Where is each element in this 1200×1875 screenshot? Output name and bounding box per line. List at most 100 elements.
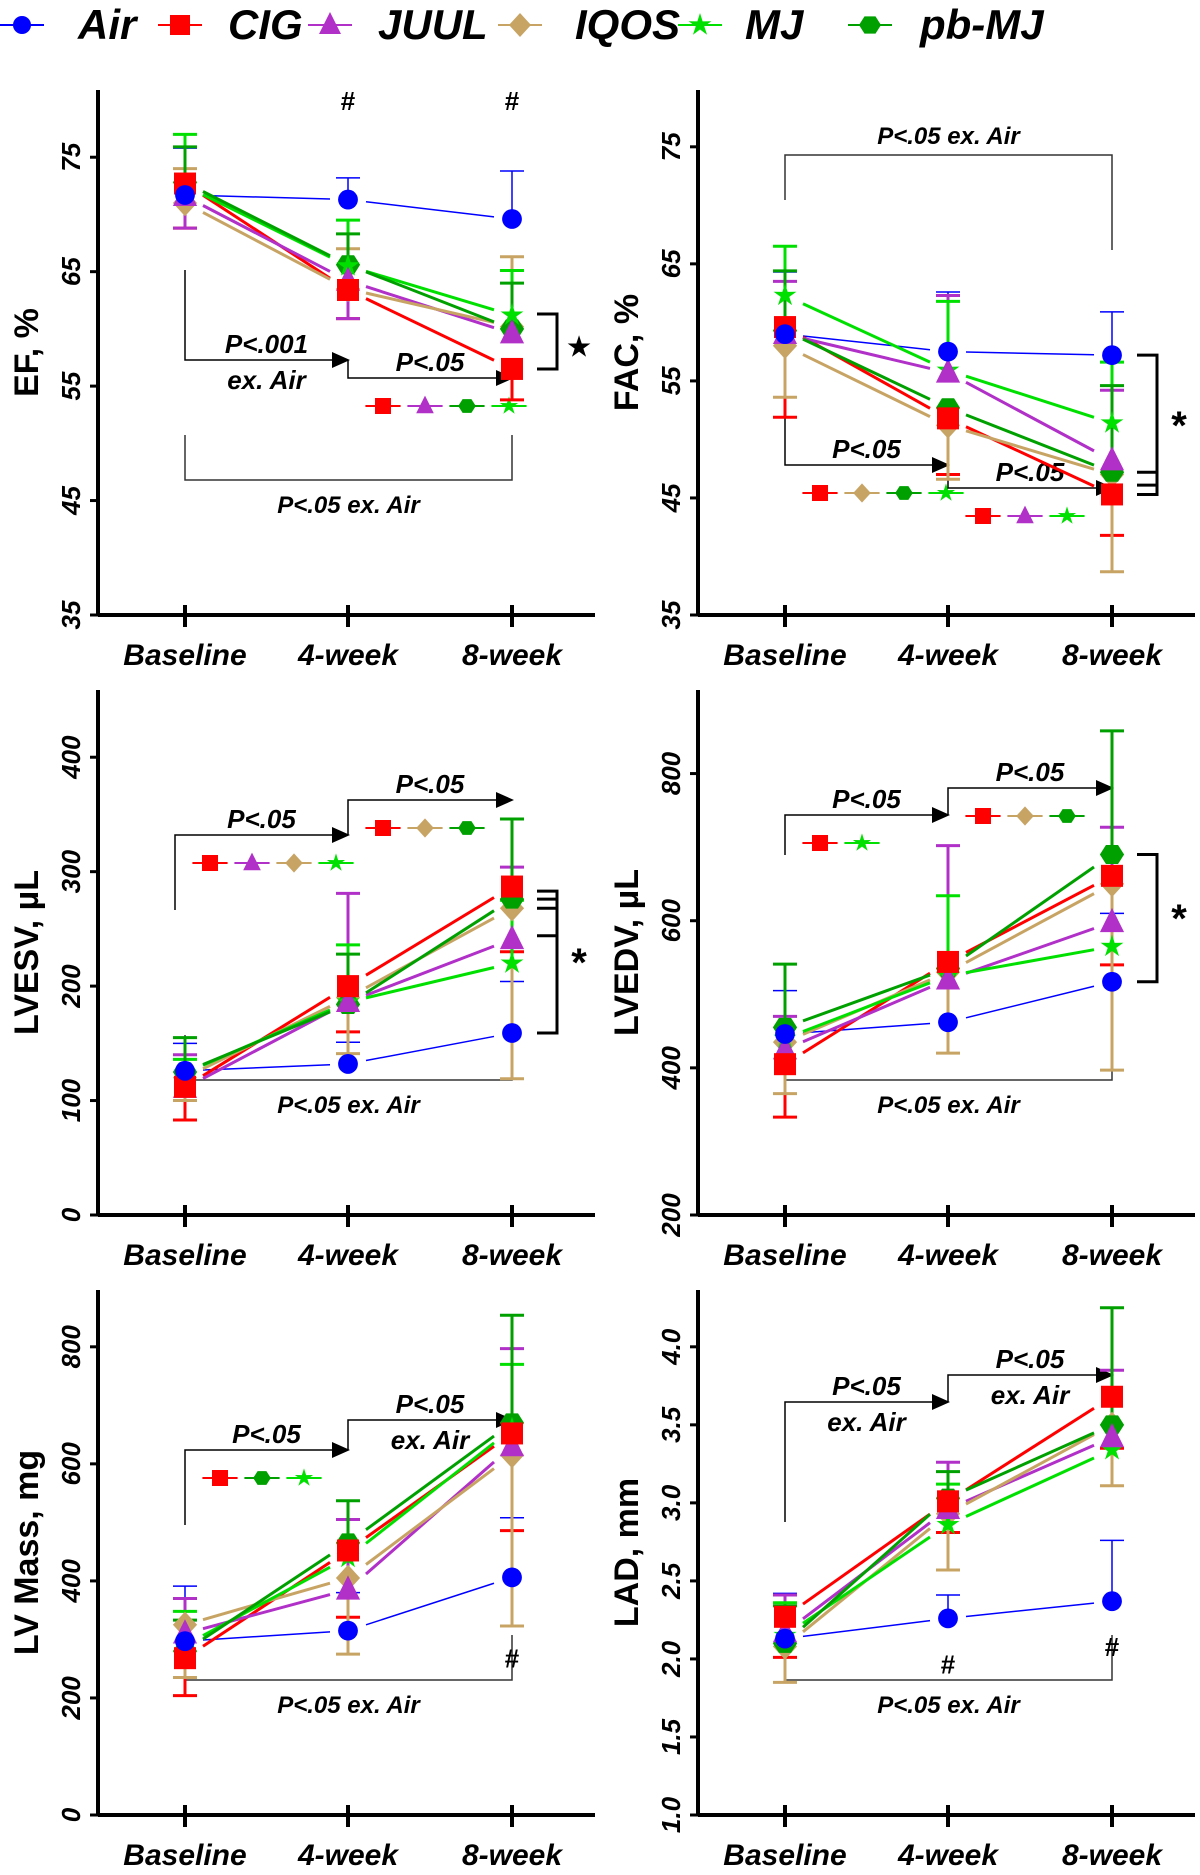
step-arrow-1-label: P<.05	[227, 804, 296, 834]
chart-lad: 1.0 1.5 2.0 2.5 3.0 3.5 4.0 Baseline 4-week 8-wee…	[608, 1290, 1195, 1872]
series-line-mj	[965, 1456, 1095, 1518]
y-tick-label: 55	[56, 371, 86, 400]
x-tick-label: 8-week	[1062, 1839, 1163, 1872]
data-point-mj-star-icon	[1100, 1437, 1124, 1460]
data-point-mj-star-icon	[336, 253, 360, 276]
x-tick-label: 4-week	[297, 1839, 399, 1872]
side-bracket-symbol: ★	[567, 331, 591, 361]
x-tick-label: 8-week	[462, 1239, 563, 1270]
significance-marker-square-icon	[202, 855, 218, 871]
series-line-pb-mj	[365, 1434, 495, 1531]
y-tick-label: 2.5	[656, 1562, 686, 1600]
data-point-air-circle-icon	[502, 1023, 522, 1043]
significance-marker-hexagon-icon	[1058, 809, 1076, 823]
y-axis-label: LAD, mm	[608, 1478, 646, 1627]
step-arrow-2-line	[947, 1374, 1098, 1402]
chart-lvedv: 200 400 600 800 Baseline 4-week 8-week LVEDV, µ…	[608, 690, 1195, 1270]
step-arrow-1-label: P<.05	[832, 1371, 901, 1401]
data-point-pb-mj-hexagon-icon	[1099, 844, 1125, 865]
data-point-cig-square-icon	[501, 1422, 523, 1445]
series-line-pb-mj	[202, 1010, 331, 1066]
series-line-cig	[202, 1561, 331, 1648]
legend-item-iqos: IQOS	[498, 1, 680, 49]
data-point-air-circle-icon	[175, 1631, 195, 1652]
series-line-pb-mj	[365, 270, 495, 324]
y-tick-label: 0	[56, 1807, 86, 1822]
step-arrow-2-label: P<.05	[396, 769, 465, 799]
significance-marker-square-icon	[975, 808, 991, 824]
series-line-cig	[365, 297, 495, 362]
legend: Air CIG JUUL IQOS MJ pb-MJ	[0, 1, 1045, 49]
data-point-cig-square-icon	[774, 1605, 796, 1628]
step-arrow-2-line	[347, 799, 498, 835]
data-point-cig-square-icon	[937, 1490, 959, 1513]
significance-marker-diamond-icon	[416, 818, 434, 838]
series-line-air	[965, 351, 1095, 356]
series-line-mj	[802, 981, 931, 1033]
x-tick-label: Baseline	[123, 1239, 246, 1270]
series-line-mj	[365, 966, 495, 1000]
significance-marker-triangle-icon	[243, 852, 261, 871]
side-bracket	[537, 889, 559, 1035]
significance-marker-square-icon	[375, 398, 391, 414]
x-tick-label: Baseline	[723, 1239, 846, 1270]
significance-marker-triangle-icon	[416, 395, 434, 414]
series-line-air	[365, 200, 495, 218]
significance-hash-label: #	[341, 86, 356, 116]
step-arrow-1-label: P<.05	[832, 434, 901, 464]
data-point-mj-star-icon	[1100, 934, 1124, 957]
series-line-iqos	[965, 429, 1095, 471]
series-line-juul	[365, 944, 495, 997]
significance-marker-square-icon	[375, 820, 391, 836]
data-point-juul-triangle-icon	[1099, 907, 1125, 933]
bracket-label: P<.05 ex. Air	[277, 492, 421, 519]
series-line-air	[365, 1035, 495, 1062]
series-line-juul	[202, 1593, 331, 1631]
series-line-juul	[965, 927, 1095, 975]
chart-lv-mass: 0 200 400 600 800 Baseline 4-week 8-week LV Mass…	[8, 1290, 595, 1872]
x-tick-label: 4-week	[897, 1839, 999, 1872]
series-line-air	[365, 1582, 495, 1626]
y-tick-label: 3.0	[656, 1484, 686, 1521]
data-point-cig-square-icon	[501, 357, 523, 380]
series-line-iqos	[365, 1467, 495, 1566]
step-arrow-1-arrowhead-icon	[332, 827, 350, 843]
bracket-label: P<.05 ex. Air	[277, 1092, 421, 1119]
y-tick-label: 75	[56, 142, 86, 171]
x-tick-label: Baseline	[723, 639, 846, 670]
significance-marker-hexagon-icon	[253, 1471, 271, 1485]
data-point-air-circle-icon	[938, 1012, 958, 1033]
step-arrow-2-label: P<.05	[396, 347, 465, 377]
legend-item-air: Air	[0, 1, 139, 48]
significance-marker-star-icon	[294, 1468, 314, 1486]
data-point-mj-star-icon	[500, 951, 524, 973]
series-line-iqos	[802, 353, 931, 418]
bracket-label: P<.05 ex. Air	[877, 123, 1021, 150]
y-tick-label: 1.0	[656, 1796, 686, 1833]
legend-marker-diamond-icon	[509, 13, 531, 37]
significance-bracket	[184, 435, 513, 481]
step-arrow-1-label: P<.001	[225, 329, 308, 359]
data-point-juul-triangle-icon	[1099, 1423, 1125, 1448]
series-line-mj	[365, 1441, 495, 1545]
significance-marker-square-icon	[812, 485, 828, 501]
y-tick-label: 3.5	[656, 1406, 686, 1443]
data-point-mj-star-icon	[1100, 411, 1124, 433]
y-tick-label: 400	[56, 735, 86, 780]
significance-marker-diamond-icon	[285, 853, 303, 873]
data-point-air-circle-icon	[1102, 345, 1122, 366]
step-arrow-2-line	[347, 360, 498, 379]
data-point-cig-square-icon	[174, 1647, 196, 1670]
y-tick-label: 0	[56, 1207, 86, 1222]
y-tick-label: 35	[656, 600, 686, 629]
data-point-cig-square-icon	[501, 875, 523, 898]
series-line-juul	[965, 381, 1095, 453]
y-tick-label: 800	[56, 1325, 86, 1369]
data-point-air-circle-icon	[938, 1608, 958, 1629]
step-arrow-1-line	[184, 270, 334, 361]
bracket-label: P<.05 ex. Air	[877, 1092, 1021, 1119]
significance-bracket	[784, 154, 1113, 250]
data-point-juul-triangle-icon	[499, 319, 525, 344]
data-point-air-circle-icon	[1102, 1591, 1122, 1612]
side-bracket	[537, 312, 559, 371]
